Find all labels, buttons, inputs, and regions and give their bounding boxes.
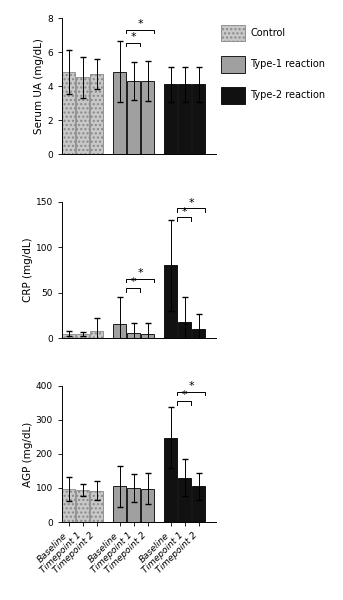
Y-axis label: CRP (mg/dL): CRP (mg/dL) (23, 238, 33, 302)
Bar (164, 437, 177, 522)
Text: Control: Control (250, 28, 285, 38)
Text: *: * (137, 19, 143, 29)
Bar (192, 85, 205, 154)
Bar (127, 81, 140, 154)
Bar (192, 486, 205, 522)
Text: *: * (130, 277, 136, 287)
Text: *: * (188, 197, 194, 208)
Bar (141, 334, 154, 338)
Bar (114, 325, 126, 338)
Bar (127, 333, 140, 338)
Bar (141, 81, 154, 154)
Bar (90, 491, 103, 522)
Bar (178, 85, 191, 154)
Text: Type-1 reaction: Type-1 reaction (250, 59, 326, 69)
Y-axis label: Serum UA (mg/dL): Serum UA (mg/dL) (34, 38, 44, 134)
Bar (164, 85, 177, 154)
Bar (76, 490, 89, 522)
Text: *: * (130, 32, 136, 42)
Text: *: * (181, 206, 187, 217)
Bar (114, 486, 126, 522)
Bar (62, 334, 75, 338)
Bar (178, 478, 191, 522)
Bar (178, 322, 191, 338)
Bar (62, 489, 75, 522)
Bar (62, 71, 75, 154)
Bar (76, 334, 89, 338)
Text: *: * (188, 381, 194, 391)
Bar (192, 329, 205, 338)
Bar (127, 488, 140, 522)
Text: *: * (137, 268, 143, 278)
Text: Type-2 reaction: Type-2 reaction (250, 91, 326, 100)
Y-axis label: AGP (mg/dL): AGP (mg/dL) (23, 421, 33, 487)
Bar (114, 71, 126, 154)
Bar (164, 265, 177, 338)
Bar (90, 331, 103, 338)
Bar (76, 77, 89, 154)
Bar (141, 488, 154, 522)
Bar (90, 74, 103, 154)
Text: *: * (181, 391, 187, 400)
